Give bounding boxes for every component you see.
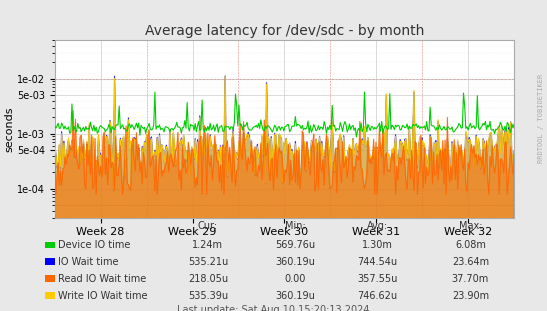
Text: 535.21u: 535.21u [188,257,228,267]
Text: 535.39u: 535.39u [188,291,228,301]
Text: 0.00: 0.00 [284,274,306,284]
Text: 569.76u: 569.76u [275,240,316,250]
Text: Write IO Wait time: Write IO Wait time [58,291,148,301]
Text: RRDTOOL / TOBIOETIKER: RRDTOOL / TOBIOETIKER [538,74,544,163]
Text: 746.62u: 746.62u [357,291,398,301]
Text: 1.30m: 1.30m [362,240,393,250]
Text: Last update: Sat Aug 10 15:20:13 2024: Last update: Sat Aug 10 15:20:13 2024 [177,304,370,311]
Text: 1.24m: 1.24m [193,240,223,250]
Text: Avg:: Avg: [367,220,388,230]
Text: 360.19u: 360.19u [276,291,315,301]
Text: 218.05u: 218.05u [188,274,228,284]
Text: 6.08m: 6.08m [455,240,486,250]
Text: Max:: Max: [459,220,482,230]
Text: Read IO Wait time: Read IO Wait time [58,274,146,284]
Text: 360.19u: 360.19u [276,257,315,267]
Text: 23.64m: 23.64m [452,257,489,267]
Text: 23.90m: 23.90m [452,291,489,301]
Text: Device IO time: Device IO time [58,240,130,250]
Text: Cur:: Cur: [198,220,218,230]
Text: 37.70m: 37.70m [452,274,489,284]
Title: Average latency for /dev/sdc - by month: Average latency for /dev/sdc - by month [145,24,424,38]
Text: 744.54u: 744.54u [357,257,398,267]
Text: Min:: Min: [285,220,306,230]
Y-axis label: seconds: seconds [4,106,14,152]
Text: IO Wait time: IO Wait time [58,257,119,267]
Text: 357.55u: 357.55u [357,274,398,284]
